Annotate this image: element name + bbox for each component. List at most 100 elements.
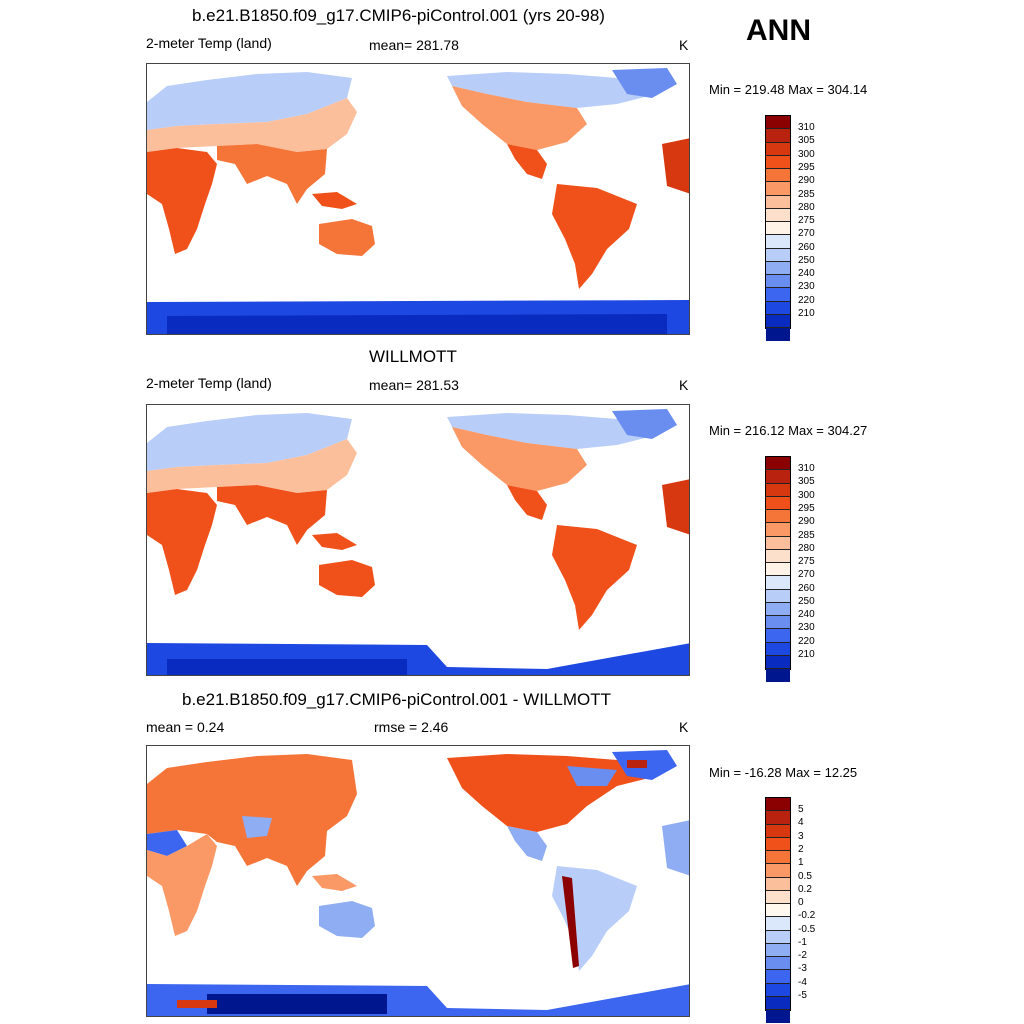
colorbar-box <box>766 549 790 563</box>
panel-3-map-svg <box>147 750 689 1016</box>
colorbar-box <box>766 155 790 169</box>
colorbar-label: -3 <box>798 963 807 974</box>
colorbar-label: 310 <box>798 463 815 474</box>
season-label: ANN <box>746 14 811 47</box>
colorbar-box <box>766 983 790 997</box>
australia <box>319 219 375 256</box>
africa-east-edge <box>662 479 689 535</box>
colorbar-box <box>766 523 790 537</box>
north-america-mid <box>452 427 587 491</box>
colorbar-label: 0.2 <box>798 884 812 895</box>
panel-1-title: b.e21.B1850.f09_g17.CMIP6-piControl.001 … <box>192 6 605 25</box>
colorbar-label: 280 <box>798 202 815 213</box>
colorbar-label: 310 <box>798 122 815 133</box>
colorbar-box <box>766 235 790 249</box>
asia-blue-patches <box>242 816 272 838</box>
eurasia-blue-patches <box>147 830 187 856</box>
south-america <box>552 525 637 630</box>
colorbar-label: 295 <box>798 162 815 173</box>
panel-2-mean-label: mean= 281.53 <box>369 377 459 393</box>
central-america <box>507 826 547 861</box>
colorbar-label: -0.2 <box>798 910 816 921</box>
south-america <box>552 184 637 289</box>
greenland-red <box>627 760 647 768</box>
colorbar-label: 210 <box>798 308 815 319</box>
australia <box>319 901 375 938</box>
colorbar-label: 220 <box>798 636 815 647</box>
colorbar-box <box>766 877 790 891</box>
colorbar-box <box>766 314 790 328</box>
colorbar-box <box>766 970 790 984</box>
colorbar-label: 210 <box>798 649 815 660</box>
panel-3-title: b.e21.B1850.f09_g17.CMIP6-piControl.001 … <box>182 690 611 709</box>
colorbar-box <box>766 669 790 683</box>
africa-east-edge <box>662 138 689 194</box>
se-asia-islands <box>312 533 357 550</box>
colorbar-box <box>766 957 790 971</box>
colorbar-box <box>766 837 790 851</box>
panel-2-minmax: Min = 216.12 Max = 304.27 <box>709 423 868 438</box>
panel-1-map-svg <box>147 68 689 334</box>
andes <box>562 876 579 968</box>
antarctica-interior <box>167 314 667 334</box>
colorbar-box <box>766 222 790 236</box>
colorbar-box <box>766 890 790 904</box>
colorbar-box <box>766 851 790 865</box>
colorbar-box <box>766 655 790 669</box>
colorbar-box <box>766 642 790 656</box>
colorbar-label: 260 <box>798 242 815 253</box>
panel-1-colorbar <box>765 115 791 342</box>
colorbar-label: 220 <box>798 295 815 306</box>
colorbar-label: 4 <box>798 817 804 828</box>
colorbar-box <box>766 496 790 510</box>
colorbar-box <box>766 563 790 577</box>
panel-3-colorbar-labels: 5 4 3 2 1 0.5 0.2 0 -0.2 -0.5 -1 -2 -3 -… <box>798 797 858 1011</box>
panel-2-variable-label: 2-meter Temp (land) <box>146 375 272 391</box>
colorbar-box <box>766 589 790 603</box>
colorbar-box <box>766 996 790 1010</box>
panel-3-map <box>146 745 690 1017</box>
colorbar-box <box>766 576 790 590</box>
colorbar-label: 0 <box>798 897 804 908</box>
colorbar-box <box>766 457 790 471</box>
colorbar-label: 290 <box>798 175 815 186</box>
panel-1-units: K <box>679 37 689 53</box>
colorbar-box <box>766 510 790 524</box>
colorbar-box <box>766 930 790 944</box>
colorbar-label: 270 <box>798 569 815 580</box>
colorbar-box <box>766 629 790 643</box>
colorbar-label: 305 <box>798 476 815 487</box>
panel-2-colorbar-labels: 310 305 300 295 290 285 280 275 270 260 … <box>798 456 858 670</box>
colorbar-label: 3 <box>798 831 804 842</box>
eurasia-north <box>147 413 352 471</box>
colorbar-label: 285 <box>798 189 815 200</box>
colorbar-label: 230 <box>798 281 815 292</box>
colorbar-label: 290 <box>798 516 815 527</box>
colorbar-box <box>766 602 790 616</box>
south-america <box>552 866 637 971</box>
se-asia-islands <box>312 192 357 209</box>
colorbar-label: 250 <box>798 596 815 607</box>
colorbar-label: 1 <box>798 857 804 868</box>
colorbar-box <box>766 129 790 143</box>
panel-3-units: K <box>679 719 689 735</box>
antarctica-interior <box>167 659 407 675</box>
panel-2-units: K <box>679 377 689 393</box>
colorbar-box <box>766 864 790 878</box>
colorbar-box <box>766 142 790 156</box>
colorbar-label: 300 <box>798 149 815 160</box>
colorbar-label: 305 <box>798 135 815 146</box>
colorbar-box <box>766 811 790 825</box>
colorbar-label: 240 <box>798 268 815 279</box>
north-america-blue-patches <box>567 766 617 786</box>
colorbar-box <box>766 470 790 484</box>
eurasia-mid <box>147 98 357 152</box>
colorbar-box <box>766 208 790 222</box>
panel-2-map <box>146 404 690 676</box>
colorbar-label: 300 <box>798 490 815 501</box>
colorbar-label: -0.5 <box>798 924 816 935</box>
colorbar-box <box>766 483 790 497</box>
colorbar-box <box>766 798 790 812</box>
colorbar-box <box>766 261 790 275</box>
colorbar-label: 5 <box>798 804 804 815</box>
